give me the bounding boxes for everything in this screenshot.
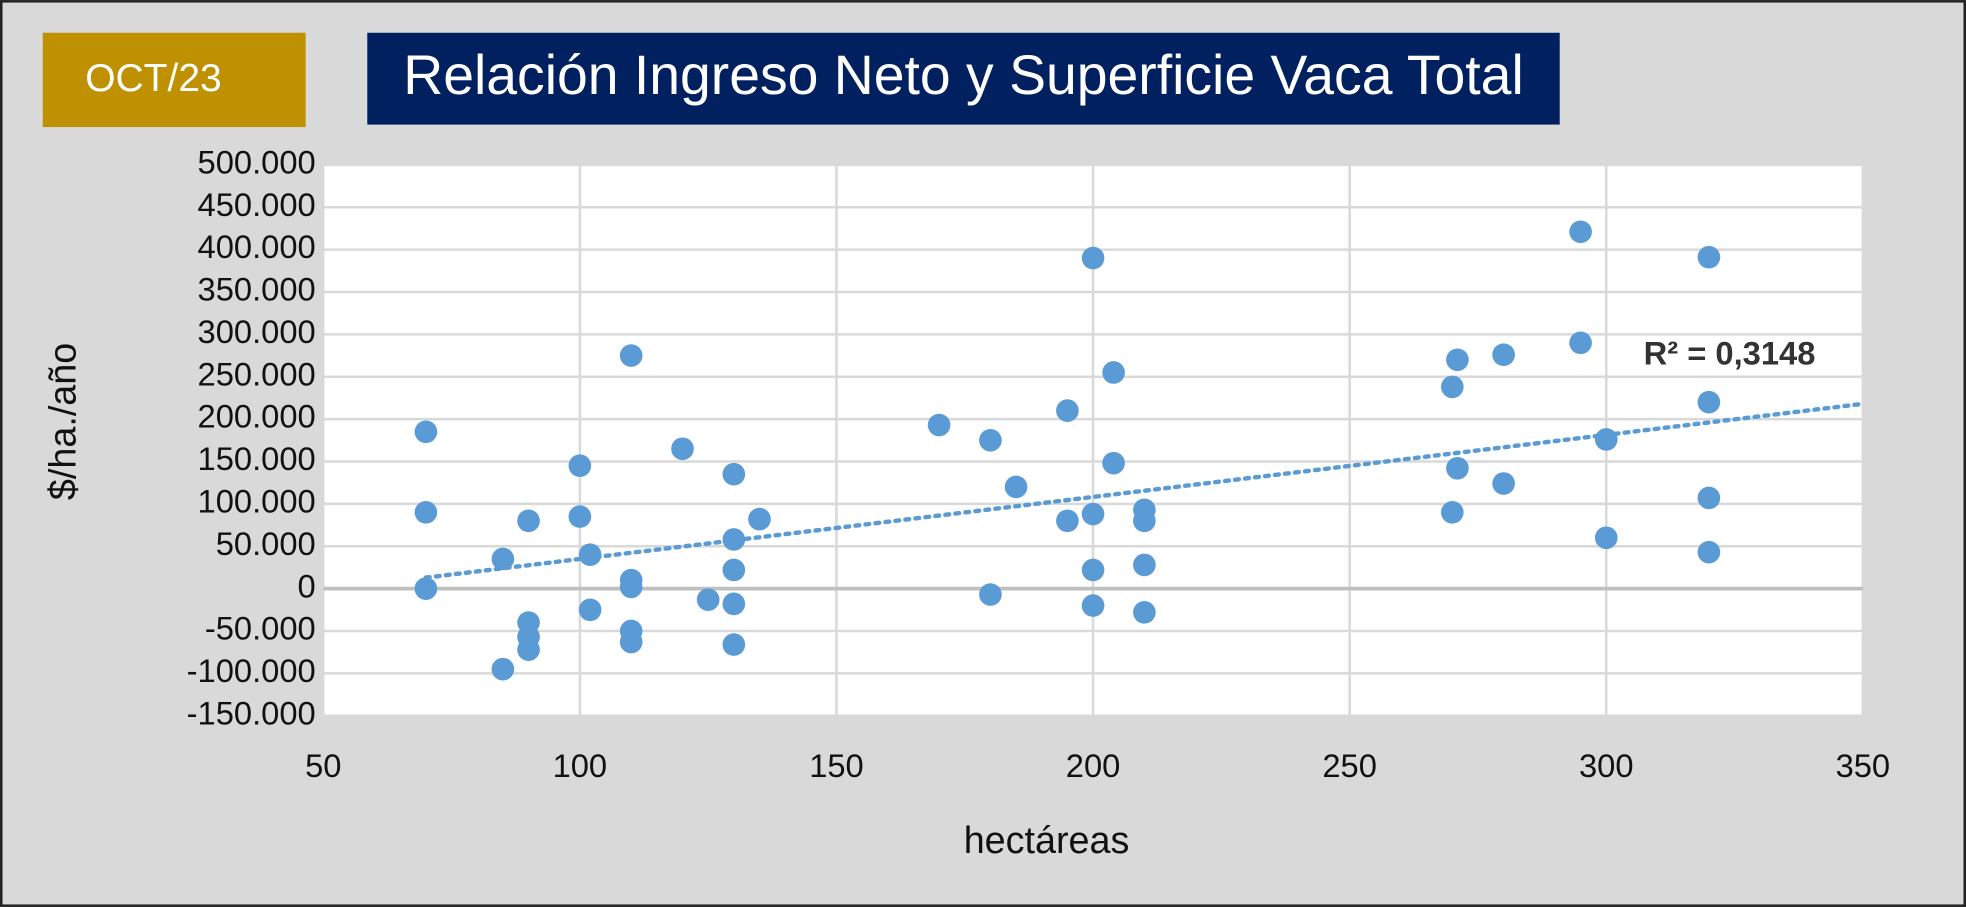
point — [414, 420, 438, 444]
point — [722, 462, 746, 486]
point — [1133, 553, 1156, 577]
point — [619, 344, 643, 367]
point — [671, 437, 694, 461]
point — [1081, 502, 1105, 526]
point — [1133, 509, 1156, 533]
point — [1492, 343, 1515, 367]
point — [1081, 558, 1105, 582]
point — [414, 501, 438, 524]
point — [568, 505, 592, 528]
y-tick-label: 500.000 — [198, 143, 316, 180]
marks — [414, 220, 1866, 681]
trendline — [423, 401, 1866, 580]
point — [748, 507, 771, 531]
y-tick-label: -150.000 — [187, 694, 316, 731]
point — [578, 598, 602, 622]
y-tick-label: 0 — [298, 567, 316, 604]
point — [517, 638, 540, 661]
y-tick-label: 450.000 — [198, 186, 316, 223]
point — [1569, 220, 1592, 244]
badge-box — [42, 32, 306, 128]
point — [619, 630, 643, 654]
point — [1594, 428, 1618, 451]
point — [1133, 601, 1156, 624]
y-tick-label: -50.000 — [205, 610, 316, 647]
x-tick-label: 300 — [1579, 747, 1634, 784]
y-tick-label: -100.000 — [187, 652, 316, 689]
x-tick-label: 100 — [553, 747, 608, 784]
badge: OCT/23 — [85, 57, 221, 100]
point — [722, 633, 746, 656]
y-tick-label: 400.000 — [198, 228, 316, 265]
point — [1594, 526, 1618, 550]
point — [1004, 475, 1028, 499]
y-tick-label: 50.000 — [216, 525, 316, 562]
point — [722, 528, 746, 551]
x-tick-label: 200 — [1066, 747, 1121, 784]
y-tick-label: 200.000 — [198, 398, 316, 435]
point — [1569, 331, 1592, 355]
point — [414, 577, 438, 600]
r-squared: R² = 0,3148 — [1644, 335, 1816, 372]
y-tick-label: 300.000 — [198, 313, 316, 350]
y-tick-label: 250.000 — [198, 355, 316, 392]
point — [1697, 245, 1721, 269]
y-tick-label: 100.000 — [198, 483, 316, 520]
x-tick-label: 50 — [305, 747, 341, 784]
chart-title: Relación Ingreso Neto y Superficie Vaca … — [403, 44, 1524, 106]
point — [979, 428, 1002, 452]
point — [491, 547, 515, 571]
x-tick-label: 350 — [1836, 747, 1891, 784]
point — [1102, 451, 1125, 475]
point — [619, 575, 643, 599]
point — [517, 509, 540, 533]
point — [1697, 540, 1721, 564]
x-tick-label: 250 — [1322, 747, 1377, 784]
point — [722, 558, 746, 582]
title-box — [367, 32, 1560, 125]
y-tick-label: 150.000 — [198, 440, 316, 477]
point — [1446, 456, 1469, 480]
point — [1102, 361, 1125, 384]
grid: 50 100 150 200 250 300 350 500.000 450.000 400.00… — [187, 143, 1890, 784]
x-tick-label: 150 — [809, 747, 864, 784]
point — [491, 657, 515, 681]
point — [1697, 390, 1721, 414]
y-tick-label: 350.000 — [198, 271, 316, 308]
point — [927, 413, 951, 437]
point — [1081, 594, 1105, 617]
point — [1440, 375, 1464, 399]
point — [1446, 348, 1469, 372]
x-axis-label: hectáreas — [964, 819, 1130, 861]
point — [1697, 486, 1721, 510]
point — [1081, 246, 1105, 270]
point — [1056, 509, 1079, 533]
point — [1056, 399, 1079, 422]
point — [1492, 472, 1515, 495]
point — [578, 543, 602, 567]
point — [696, 588, 720, 611]
point — [568, 454, 592, 478]
point — [979, 583, 1002, 606]
point — [722, 592, 746, 616]
point — [1440, 501, 1464, 524]
y-axis-label: $/ha./año — [41, 343, 83, 500]
